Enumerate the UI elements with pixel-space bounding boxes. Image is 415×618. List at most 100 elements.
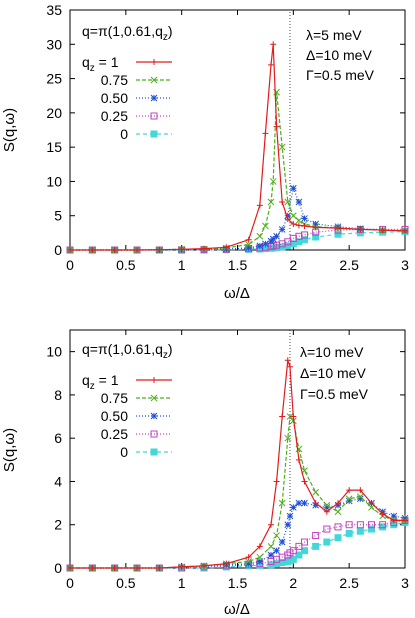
data-point [345, 521, 353, 529]
data-point [273, 547, 280, 555]
data-point [279, 199, 286, 205]
x-tick-label: 0.5 [116, 257, 136, 273]
data-point [345, 495, 353, 503]
series-markers [66, 184, 409, 254]
series-markers [66, 516, 409, 572]
series-group [66, 41, 409, 254]
data-point [267, 551, 275, 559]
legend-label: 0.50 [101, 90, 128, 106]
data-point [295, 198, 303, 206]
y-tick-label: 15 [46, 139, 62, 155]
data-point [301, 215, 308, 222]
data-point [151, 59, 157, 65]
data-point [284, 216, 291, 223]
series-markers [67, 41, 408, 253]
data-point [256, 232, 264, 240]
data-point [150, 94, 158, 102]
delta-annotation: Δ=10 meV [300, 365, 366, 381]
data-point [245, 241, 253, 248]
x-tick-label: 2 [289, 575, 297, 591]
data-point [256, 242, 264, 250]
data-point [270, 41, 277, 48]
data-point [357, 226, 364, 233]
data-point [273, 532, 280, 539]
data-point [301, 547, 308, 555]
data-point [345, 529, 353, 537]
data-point [334, 534, 342, 542]
y-tick-label: 5 [54, 208, 62, 224]
data-point [134, 247, 140, 253]
data-point [290, 220, 297, 227]
x-tick-label: 2.5 [339, 257, 359, 273]
data-point [289, 547, 297, 555]
data-point [284, 521, 292, 529]
data-point [323, 525, 331, 533]
data-point [356, 495, 364, 503]
y-tick-label: 20 [46, 105, 62, 121]
q-annotation: q=π(1,0.61,qz) [82, 23, 173, 43]
data-point [379, 510, 386, 517]
data-point [312, 220, 320, 228]
series-line [70, 498, 406, 569]
bottom-panel: 0 0.5 1 1.5 2 2.5 3 0 2 4 6 8 10 S(q,ω) ω/Δ q=π(1,0.… [1, 329, 409, 618]
data-point [67, 565, 73, 571]
data-point [262, 240, 269, 248]
data-point [323, 504, 331, 511]
legend: qz = 10.75 0.50 0.25 0 [82, 372, 172, 460]
data-point [262, 222, 269, 230]
series-line [70, 522, 406, 569]
data-point [346, 487, 353, 494]
data-point [178, 563, 185, 570]
data-point [334, 523, 342, 531]
series-markers [67, 357, 408, 571]
data-point [245, 560, 253, 568]
series-line [70, 44, 406, 251]
data-point [178, 246, 185, 253]
gamma-annotation: Γ=0.5 meV [300, 386, 369, 402]
y-tick-label: 25 [46, 71, 62, 87]
data-point [295, 222, 302, 229]
data-point [201, 562, 207, 569]
data-point [134, 565, 140, 571]
data-point [150, 412, 158, 420]
data-point [301, 223, 308, 229]
y-tick-label: 6 [54, 430, 62, 446]
data-point [289, 504, 297, 511]
data-point [269, 178, 277, 185]
legend-label: 0.50 [101, 408, 128, 424]
data-point [89, 247, 96, 253]
data-point [295, 217, 303, 224]
x-tick-label: 2.5 [339, 575, 359, 591]
legend: qz = 10.75 0.50 0.25 0 [82, 54, 172, 142]
data-point [278, 226, 286, 233]
data-point [335, 225, 341, 232]
data-point [150, 130, 158, 138]
data-point [379, 227, 386, 234]
data-point [150, 112, 158, 120]
data-point [245, 554, 252, 561]
data-point [289, 212, 297, 220]
data-point [273, 478, 280, 485]
data-point [278, 143, 286, 151]
x-tick-label: 0.5 [116, 575, 136, 591]
data-point [245, 236, 252, 243]
y-tick-label: 10 [46, 173, 62, 189]
data-point [301, 499, 308, 507]
y-tick-label: 2 [54, 517, 62, 533]
data-point [262, 130, 269, 137]
data-point [268, 61, 274, 68]
x-tick-label: 3 [401, 257, 409, 273]
y-tick-label: 10 [46, 344, 62, 360]
y-tick-label: 35 [46, 2, 62, 18]
legend-label: 0.25 [101, 108, 128, 124]
legend-label: 0 [120, 444, 128, 460]
y-tick-label: 30 [46, 36, 62, 52]
data-point [290, 413, 297, 420]
data-point [334, 508, 342, 516]
data-point [301, 538, 308, 546]
data-point [269, 235, 277, 243]
data-point [150, 448, 158, 456]
data-point [286, 512, 294, 520]
data-point [345, 497, 353, 505]
